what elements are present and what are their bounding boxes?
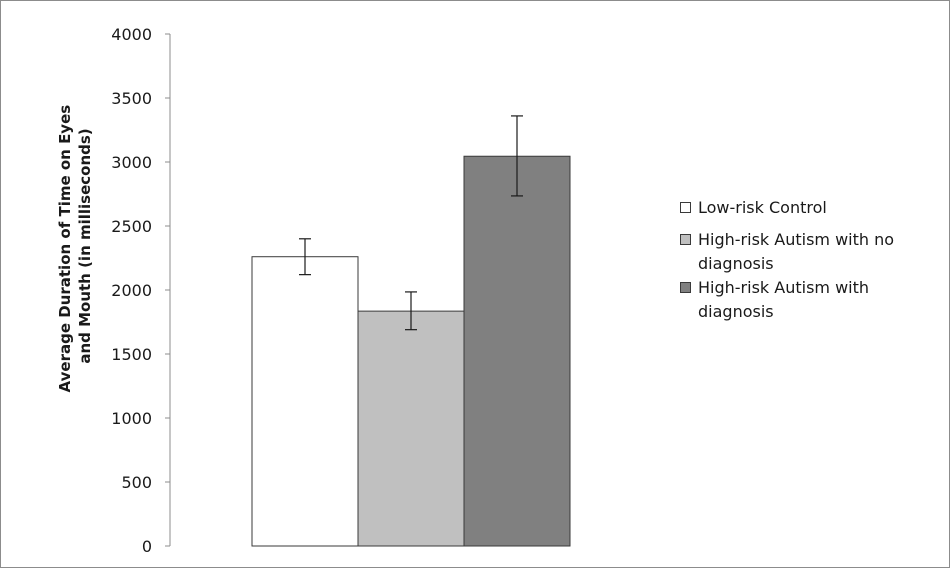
error-bars <box>299 115 523 331</box>
legend-item-low-risk-control: Low-risk Control <box>680 196 942 220</box>
y-tick-label: 0 <box>142 537 152 556</box>
y-tick-label: 2000 <box>111 281 152 300</box>
y-tick-label: 500 <box>121 473 152 492</box>
y-tick-label: 1000 <box>111 409 152 428</box>
legend-label: High-risk Autism with diagnosis <box>698 278 870 321</box>
bar-2 <box>357 310 465 547</box>
legend-swatch <box>680 282 691 293</box>
y-axis: 0 500 1000 1500 2000 2500 3000 3500 4000 <box>111 25 171 556</box>
y-axis-label: Average Duration of Time on Eyes and Mou… <box>56 100 94 393</box>
bar-1 <box>251 256 359 547</box>
y-tick-label: 1500 <box>111 345 152 364</box>
legend-item-high-risk-no-diagnosis: High-risk Autism with no diagnosis <box>680 228 942 276</box>
y-tick-label: 2500 <box>111 217 152 236</box>
y-axis-label-line-2: and Mouth (in milliseconds) <box>76 128 94 363</box>
legend: Low-risk Control High-risk Autism with n… <box>680 196 942 324</box>
y-axis-label-line-1: Average Duration of Time on Eyes <box>56 105 74 393</box>
legend-label: High-risk Autism with no diagnosis <box>698 230 895 273</box>
legend-swatch <box>680 234 691 245</box>
bar-3 <box>463 155 571 547</box>
legend-label: Low-risk Control <box>698 198 827 217</box>
legend-item-high-risk-diagnosis: High-risk Autism with diagnosis <box>680 276 942 324</box>
y-tick-label: 4000 <box>111 25 152 44</box>
y-tick-label: 3000 <box>111 153 152 172</box>
bars <box>251 155 571 547</box>
legend-swatch <box>680 202 691 213</box>
y-tick-label: 3500 <box>111 89 152 108</box>
